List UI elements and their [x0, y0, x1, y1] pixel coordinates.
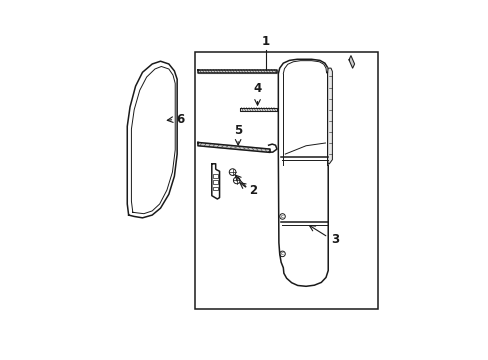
Text: c: c: [281, 214, 284, 219]
Text: 2: 2: [249, 184, 257, 197]
Polygon shape: [348, 56, 354, 68]
Polygon shape: [198, 143, 269, 152]
Bar: [212, 180, 217, 184]
Text: 1: 1: [261, 35, 269, 48]
Polygon shape: [240, 108, 276, 111]
Text: 5: 5: [234, 123, 242, 136]
Bar: [212, 174, 217, 178]
Text: 3: 3: [330, 233, 339, 246]
Bar: [212, 186, 217, 190]
Polygon shape: [327, 68, 332, 164]
Bar: [195, 51, 377, 309]
Polygon shape: [198, 69, 276, 73]
Text: c: c: [281, 251, 284, 256]
Text: 4: 4: [253, 82, 261, 95]
Text: 6: 6: [175, 113, 183, 126]
